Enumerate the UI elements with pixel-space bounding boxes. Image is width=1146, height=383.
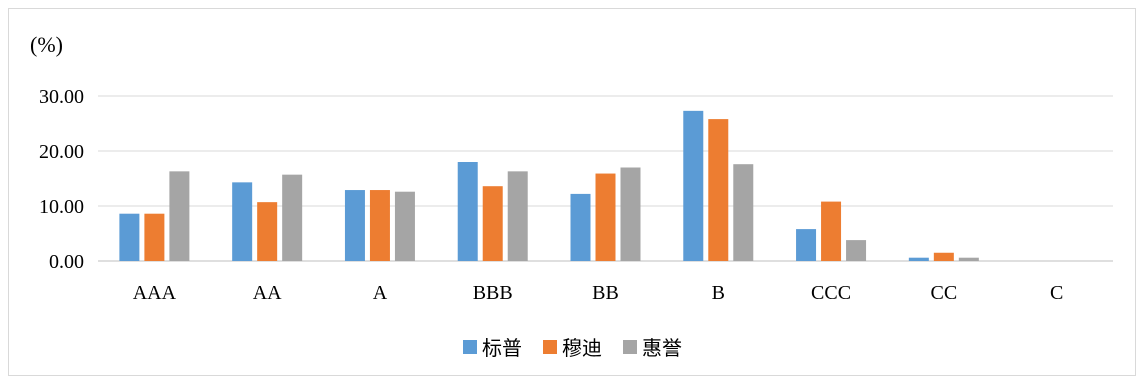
bar — [482, 186, 503, 261]
bar — [257, 202, 278, 261]
bar — [507, 171, 528, 261]
bar — [933, 252, 954, 261]
legend-swatch — [623, 340, 637, 354]
chart-frame — [8, 8, 1136, 376]
bar — [796, 229, 817, 261]
x-tick-label: B — [712, 282, 725, 304]
bar — [620, 167, 641, 261]
y-tick-label: 10.00 — [39, 196, 84, 218]
x-tick-label: CCC — [811, 282, 851, 304]
bar — [733, 164, 754, 261]
bar — [846, 240, 867, 261]
y-tick-label: 20.00 — [39, 141, 84, 163]
x-tick-label: BB — [592, 282, 619, 304]
y-axis-unit-label: (%) — [30, 32, 63, 57]
bar — [570, 193, 591, 261]
y-axis-ticks: 0.00 10.00 20.00 30.00 — [39, 86, 84, 273]
x-tick-label: C — [1050, 282, 1063, 304]
legend-label: 标普 — [482, 336, 522, 360]
bar — [708, 119, 729, 261]
bar — [908, 257, 929, 261]
bar — [821, 201, 842, 261]
bar — [119, 213, 140, 261]
bar — [457, 162, 478, 261]
bar — [144, 213, 165, 261]
legend-swatch — [463, 340, 477, 354]
bar — [394, 191, 415, 261]
legend-label: 惠誉 — [642, 336, 682, 360]
legend-label: 穆迪 — [562, 336, 602, 360]
x-axis-ticks: AAA AA A BBB BB B CCC CC C — [133, 282, 1064, 304]
y-tick-label: 30.00 — [39, 86, 84, 108]
bar — [169, 171, 190, 261]
x-tick-label: AAA — [133, 282, 177, 304]
bar — [344, 190, 365, 261]
bars — [119, 110, 979, 261]
bar — [369, 190, 390, 261]
x-tick-label: CC — [930, 282, 957, 304]
bar — [232, 182, 253, 261]
x-tick-label: AA — [253, 282, 282, 304]
bar — [958, 257, 979, 261]
x-tick-label: A — [373, 282, 388, 304]
legend-swatch — [543, 340, 557, 354]
y-tick-label: 0.00 — [49, 251, 84, 273]
legend: 标普 穆迪 惠誉 — [463, 336, 682, 360]
bar — [282, 174, 303, 261]
x-tick-label: BBB — [473, 282, 513, 304]
bar — [683, 110, 704, 261]
bar — [595, 173, 616, 261]
